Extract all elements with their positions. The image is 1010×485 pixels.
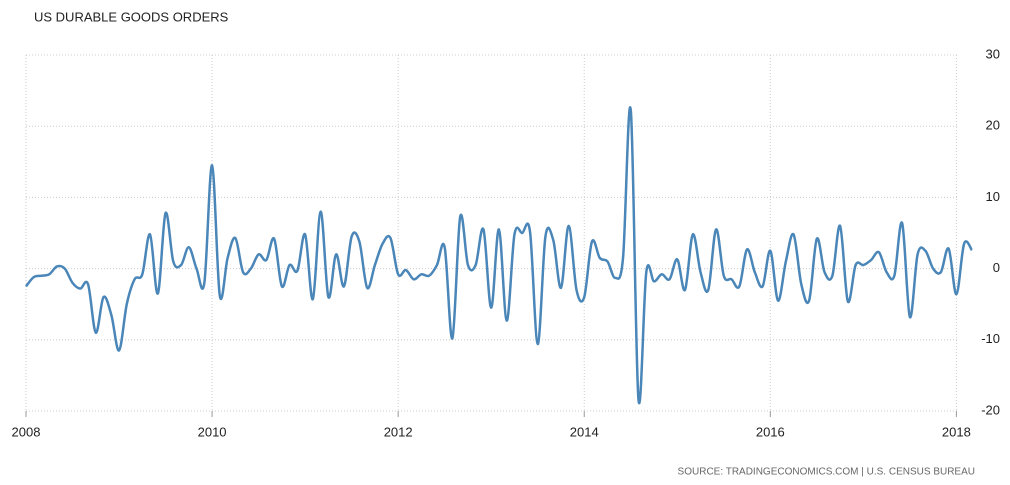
source: SOURCE: TRADINGECONOMICS.COM | U.S. CENS… [678,467,975,478]
x-tick-label: 2016 [756,424,785,439]
y-tick-label: 10 [986,189,1000,204]
line [25,105,973,405]
y-tick-label: -10 [981,331,1000,346]
y-tick-label: 0 [993,260,1000,275]
x-tick-label: 2008 [12,424,41,439]
x-tick-label: 2018 [942,424,971,439]
y-tick-label: -20 [981,402,1000,417]
chart-title: US DURABLE GOODS ORDERS [34,9,229,24]
y-tick-label: 20 [986,118,1000,133]
x-tick-label: 2010 [198,424,227,439]
y-tick-label: 30 [986,46,1000,61]
x-tick-label: 2012 [384,424,413,439]
x-tick-label: 2014 [570,424,599,439]
